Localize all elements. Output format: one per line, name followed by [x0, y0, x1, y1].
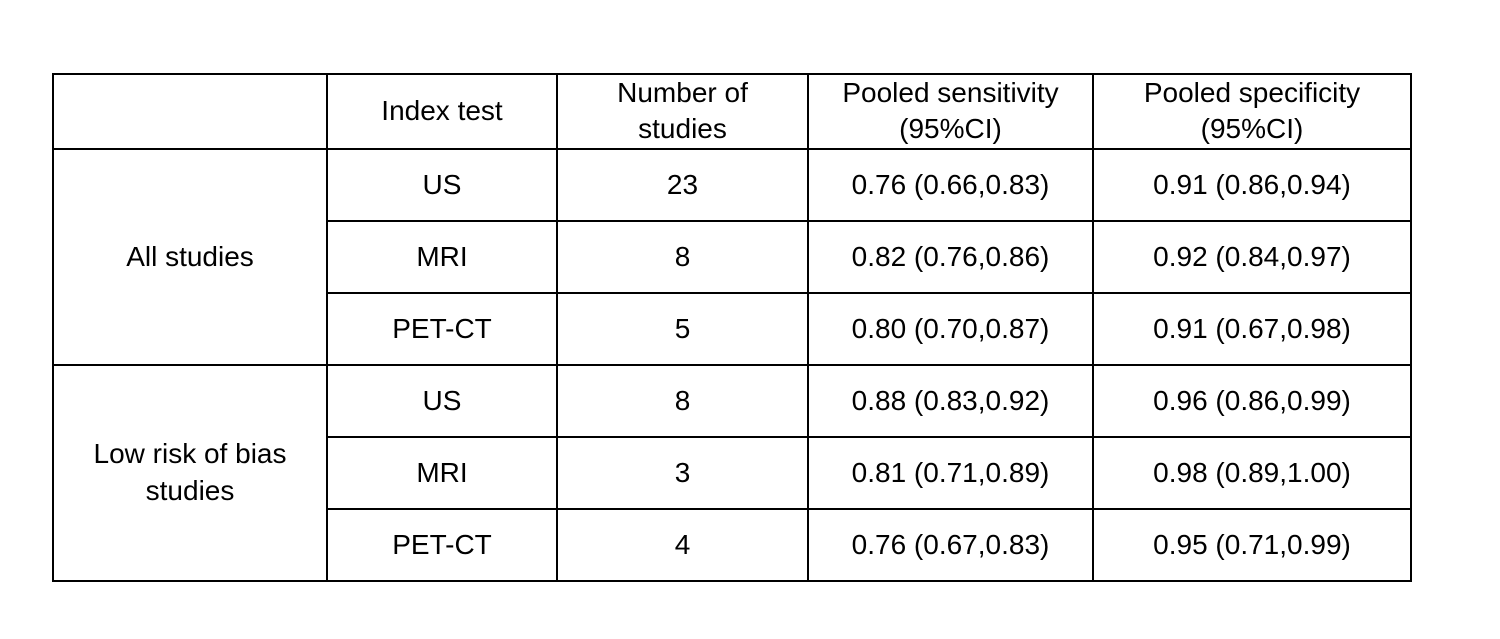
table-row: MRI 3 0.81 (0.71,0.89) 0.98 (0.89,1.00)	[53, 435, 1412, 510]
table-row: PET-CT 5 0.80 (0.70,0.87) 0.91 (0.67,0.9…	[53, 291, 1412, 366]
header-cell-sensitivity: Pooled sensitivity (95%CI)	[807, 73, 1094, 150]
results-table: Index test Number of studies Pooled sens…	[52, 73, 1412, 582]
header-cell-blank	[52, 73, 328, 150]
group-label: Low risk of bias	[93, 438, 287, 470]
cell-specificity: 0.98 (0.89,1.00)	[1092, 435, 1412, 510]
cell-specificity: 0.91 (0.67,0.98)	[1092, 291, 1412, 366]
header-cell-specificity: Pooled specificity (95%CI)	[1092, 73, 1412, 150]
cell-sensitivity: 0.76 (0.67,0.83)	[807, 507, 1094, 582]
header-line: studies	[638, 113, 727, 145]
cell-index-test: MRI	[326, 435, 558, 510]
cell-sensitivity: 0.88 (0.83,0.92)	[807, 363, 1094, 438]
cell-num-studies: 8	[556, 219, 809, 294]
group-label: All studies	[126, 240, 254, 272]
cell-index-test: PET-CT	[326, 507, 558, 582]
cell-num-studies: 23	[556, 147, 809, 222]
header-cell-num-studies: Number of studies	[556, 73, 809, 150]
table-row: Low risk of bias studies US 8 0.88 (0.83…	[52, 363, 1412, 582]
cell-sensitivity: 0.81 (0.71,0.89)	[807, 435, 1094, 510]
cell-specificity: 0.91 (0.86,0.94)	[1092, 147, 1412, 222]
cell-group-low-risk-studies: Low risk of bias studies	[52, 363, 328, 582]
cell-num-studies: 8	[556, 363, 809, 438]
table-header-row: Index test Number of studies Pooled sens…	[52, 73, 1412, 150]
cell-specificity: 0.92 (0.84,0.97)	[1092, 219, 1412, 294]
cell-index-test: US	[326, 147, 558, 222]
cell-group-all-studies: All studies	[52, 147, 328, 366]
cell-sensitivity: 0.76 (0.66,0.83)	[807, 147, 1094, 222]
cell-index-test: PET-CT	[326, 291, 558, 366]
cell-specificity: 0.96 (0.86,0.99)	[1092, 363, 1412, 438]
group-label: studies	[145, 474, 235, 506]
cell-num-studies: 5	[556, 291, 809, 366]
cell-num-studies: 4	[556, 507, 809, 582]
header-line: Pooled sensitivity	[842, 77, 1059, 108]
table-row: All studies US 23 0.76 (0.66,0.83) 0.91 …	[52, 147, 1412, 366]
cell-index-test: US	[326, 363, 558, 438]
cell-num-studies: 3	[556, 435, 809, 510]
cell-sensitivity: 0.80 (0.70,0.87)	[807, 291, 1094, 366]
header-line: (95%CI)	[899, 113, 1002, 145]
cell-sensitivity: 0.82 (0.76,0.86)	[807, 219, 1094, 294]
header-line: Pooled specificity	[1143, 77, 1361, 108]
header-line: (95%CI)	[1200, 113, 1304, 145]
table-row: PET-CT 4 0.76 (0.67,0.83) 0.95 (0.71,0.9…	[53, 507, 1412, 582]
cell-index-test: MRI	[326, 219, 558, 294]
table-row: MRI 8 0.82 (0.76,0.86) 0.92 (0.84,0.97)	[53, 219, 1412, 294]
cell-specificity: 0.95 (0.71,0.99)	[1092, 507, 1412, 582]
header-cell-index-test: Index test	[326, 73, 558, 150]
header-line: Number of	[617, 77, 748, 108]
